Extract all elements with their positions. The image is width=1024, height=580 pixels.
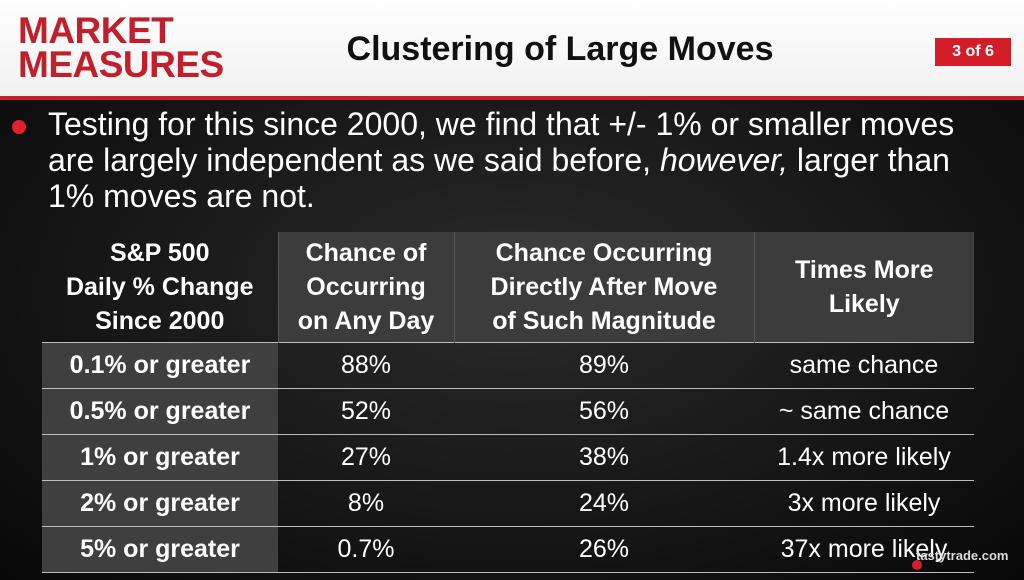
table-row: 1% or greater 27% 38% 1.4x more likely <box>42 433 974 480</box>
cell-times-likely: 1.4x more likely <box>754 433 974 480</box>
bullet-text-italic: however, <box>659 142 789 178</box>
cell-after-move: 26% <box>454 525 754 573</box>
bullet-text-part1: Testing for this since 2000, we find tha… <box>48 106 955 178</box>
cell-after-move: 38% <box>454 433 754 480</box>
row-label: 0.5% or greater <box>42 387 278 434</box>
table-row: 5% or greater 0.7% 26% 37x more likely <box>42 525 974 573</box>
header-line: Since 2000 <box>95 306 225 335</box>
row-label: 1% or greater <box>42 433 278 480</box>
header-line: Occurring <box>306 272 426 301</box>
header-line: Directly After Move <box>490 272 718 301</box>
cell-any-day: 27% <box>278 433 454 480</box>
row-label: 0.1% or greater <box>42 341 278 388</box>
cell-times-likely: same chance <box>754 341 974 388</box>
market-measures-logo: MARKET MEASURES <box>18 10 224 85</box>
header-line: S&P 500 <box>109 238 210 267</box>
header-line: Chance of <box>305 238 427 267</box>
header-line: on Any Day <box>297 306 435 335</box>
cell-any-day: 8% <box>278 479 454 526</box>
header-line: Chance Occurring <box>495 238 713 267</box>
row-label: 5% or greater <box>42 525 278 573</box>
header-line: Times More <box>795 255 934 284</box>
tastytrade-watermark: tastytrade.com <box>916 548 1009 563</box>
header-times-more-likely: Times More Likely <box>753 232 974 342</box>
header-chance-after-move: Chance Occurring Directly After Move of … <box>453 232 754 342</box>
cell-any-day: 0.7% <box>278 525 454 573</box>
cell-times-likely: ~ same chance <box>754 387 974 434</box>
cell-times-likely: 37x more likely <box>754 525 974 573</box>
header-chance-any-day: Chance of Occurring on Any Day <box>277 232 454 342</box>
slide-header: MARKET MEASURES Clustering of Large Move… <box>0 0 1024 96</box>
slide-title: Clustering of Large Moves <box>346 30 774 68</box>
logo-line-2: MEASURES <box>18 44 224 85</box>
cell-any-day: 88% <box>278 341 454 388</box>
bullet-icon <box>12 120 26 134</box>
logo-line-1: MARKET <box>18 10 174 51</box>
table-row: 0.5% or greater 52% 56% ~ same chance <box>42 387 974 434</box>
header-divider <box>0 96 1024 100</box>
header-sp500-change: S&P 500 Daily % Change Since 2000 <box>42 232 278 342</box>
moves-table: S&P 500 Daily % Change Since 2000 Chance… <box>42 232 974 573</box>
header-line: Likely <box>828 289 900 318</box>
header-line: Daily % Change <box>65 272 254 301</box>
table-header-row: S&P 500 Daily % Change Since 2000 Chance… <box>42 232 974 342</box>
cell-times-likely: 3x more likely <box>754 479 974 526</box>
table-row: 0.1% or greater 88% 89% same chance <box>42 341 974 388</box>
watermark-dot-icon <box>912 560 922 570</box>
cell-after-move: 89% <box>454 341 754 388</box>
bullet-text: Testing for this since 2000, we find tha… <box>48 106 998 214</box>
page-indicator-badge: 3 of 6 <box>935 38 1011 66</box>
cell-any-day: 52% <box>278 387 454 434</box>
row-label: 2% or greater <box>42 479 278 526</box>
bullet-text-part2: larger than 1% moves are not. <box>48 142 950 214</box>
table-row: 2% or greater 8% 24% 3x more likely <box>42 479 974 526</box>
header-line: of Such Magnitude <box>492 306 716 335</box>
cell-after-move: 56% <box>454 387 754 434</box>
cell-after-move: 24% <box>454 479 754 526</box>
